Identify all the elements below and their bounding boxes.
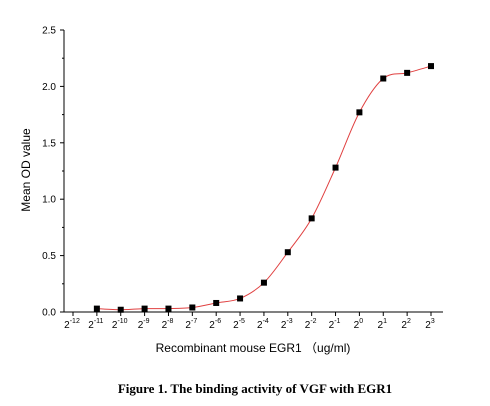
x-tick-label: 22 xyxy=(401,318,411,331)
data-point xyxy=(284,249,291,256)
y-ticks: 0.0 0.5 1.0 1.5 2.0 2.5 xyxy=(42,26,64,319)
x-tick-base: 2 xyxy=(354,320,360,331)
x-tick-exponent: -8 xyxy=(167,318,173,325)
x-tick-exponent: 0 xyxy=(359,318,363,325)
y-tick-label: 1.0 xyxy=(42,195,56,206)
x-tick-label: 2-11 xyxy=(88,318,103,331)
data-point xyxy=(356,109,363,116)
x-tick-exponent: -1 xyxy=(334,318,340,325)
x-tick-label: 2-10 xyxy=(112,318,128,331)
x-tick-exponent: 1 xyxy=(383,318,387,325)
x-tick-exponent: -3 xyxy=(286,318,292,325)
figure-caption: Figure 1. The binding activity of VGF wi… xyxy=(118,381,392,396)
x-tick-exponent: -10 xyxy=(117,318,127,325)
x-tick-exponent: -12 xyxy=(70,318,80,325)
data-point xyxy=(332,164,339,171)
data-point xyxy=(237,295,244,302)
y-tick-label: 0.0 xyxy=(42,308,56,319)
x-tick-exponent: -4 xyxy=(263,318,269,325)
y-tick-label: 0.5 xyxy=(42,251,56,262)
x-tick-label: 23 xyxy=(425,318,435,331)
x-tick-base: 2 xyxy=(401,320,407,331)
data-point xyxy=(213,299,220,306)
x-tick-exponent: -6 xyxy=(215,318,221,325)
x-tick-base: 2 xyxy=(305,320,311,331)
x-tick-exponent: -9 xyxy=(143,318,149,325)
x-tick-base: 2 xyxy=(162,320,168,331)
y-axis-title: Mean OD value xyxy=(19,128,33,212)
y-tick-label: 2.5 xyxy=(42,26,56,37)
x-tick-label: 2-9 xyxy=(138,318,150,331)
x-axis-title: Recombinant mouse EGR1 （ug/ml) xyxy=(156,341,351,355)
x-tick-label: 21 xyxy=(378,318,388,331)
data-points xyxy=(93,63,434,313)
x-tick-exponent: -11 xyxy=(94,318,104,325)
x-tick-label: 2-5 xyxy=(233,318,245,331)
x-tick-base: 2 xyxy=(209,320,215,331)
data-point xyxy=(308,215,315,222)
fit-curve xyxy=(96,65,432,311)
data-point xyxy=(404,69,411,76)
x-tick-base: 2 xyxy=(257,320,263,331)
x-tick-exponent: 3 xyxy=(431,318,435,325)
data-point xyxy=(117,306,124,313)
x-tick-base: 2 xyxy=(329,320,335,331)
x-tick-base: 2 xyxy=(64,320,70,331)
x-tick-label: 2-12 xyxy=(64,318,80,331)
x-tick-base: 2 xyxy=(88,320,94,331)
x-tick-exponent: -7 xyxy=(191,318,197,325)
data-point xyxy=(428,63,434,70)
y-tick-label: 1.5 xyxy=(42,138,56,149)
x-tick-exponent: -5 xyxy=(239,318,245,325)
x-tick-base: 2 xyxy=(233,320,239,331)
x-tick-label: 20 xyxy=(354,318,364,331)
x-tick-label: 2-8 xyxy=(162,318,174,331)
x-tick-base: 2 xyxy=(185,320,191,331)
x-tick-exponent: 2 xyxy=(407,318,411,325)
x-ticks: 2-12 2-11 2-10 2-9 2-8 2-7 2-6 2-5 2-4 2-3 2-2 2-1 2… xyxy=(64,312,435,331)
x-tick-label: 2-1 xyxy=(329,318,341,331)
x-tick-label: 2-6 xyxy=(209,318,221,331)
x-tick-base: 2 xyxy=(281,320,287,331)
x-tick-label: 2-4 xyxy=(257,318,269,331)
x-tick-base: 2 xyxy=(425,320,431,331)
data-point xyxy=(380,75,387,82)
y-tick-label: 2.0 xyxy=(42,82,56,93)
data-point xyxy=(189,304,196,311)
x-tick-base: 2 xyxy=(378,320,384,331)
data-point xyxy=(260,279,267,286)
data-point xyxy=(165,305,172,312)
x-tick-exponent: -2 xyxy=(310,318,316,325)
x-tick-label: 2-3 xyxy=(281,318,293,331)
x-tick-base: 2 xyxy=(138,320,144,331)
x-tick-base: 2 xyxy=(112,320,118,331)
data-point xyxy=(141,305,148,312)
x-tick-label: 2-2 xyxy=(305,318,317,331)
x-tick-label: 2-7 xyxy=(185,318,197,331)
data-point xyxy=(93,305,100,312)
